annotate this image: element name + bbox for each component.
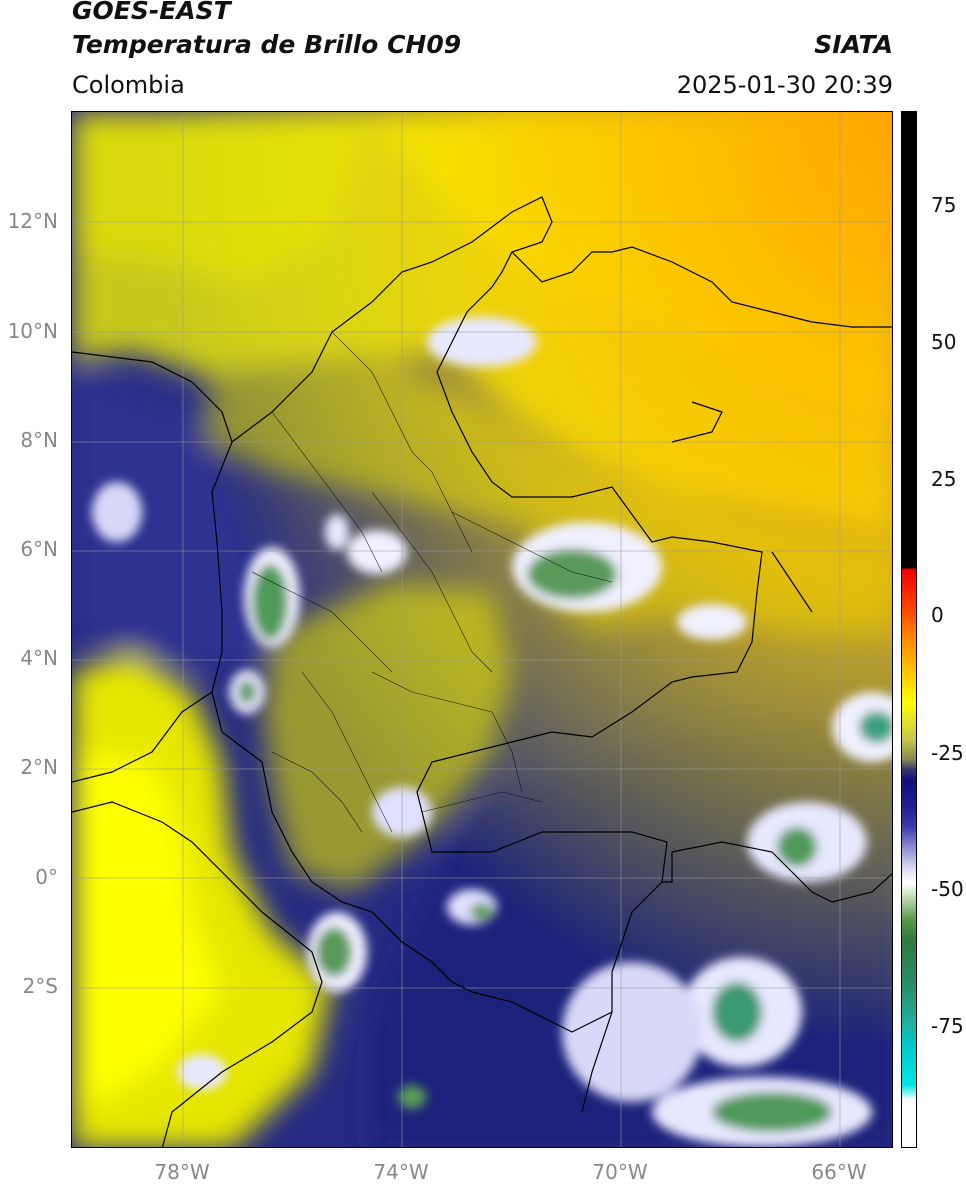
lat-label-12n: 12°N (7, 209, 58, 233)
colorbar-tick-50: 50 (931, 330, 957, 354)
colorbar-tick-minus50: -50 (931, 877, 964, 901)
lon-label-66w: 66°W (811, 1160, 867, 1184)
lat-label-8n: 8°N (20, 428, 58, 452)
lat-label-2n: 2°N (20, 755, 58, 779)
satellite-title: GOES-EAST (72, 0, 231, 25)
brand-label: SIATA (814, 30, 893, 59)
lat-label-6n: 6°N (20, 537, 58, 561)
lon-label-74w: 74°W (373, 1160, 429, 1184)
temperature-colorbar (901, 111, 917, 1148)
colorbar-tick-75: 75 (931, 193, 957, 217)
lat-label-10n: 10°N (7, 319, 58, 343)
colorbar-tick-0: 0 (931, 603, 944, 627)
lat-label-4n: 4°N (20, 646, 58, 670)
datetime-label: 2025-01-30 20:39 (676, 71, 893, 99)
region-label: Colombia (72, 71, 185, 99)
lat-label-2s: 2°S (22, 974, 58, 998)
colorbar-tick-minus75: -75 (931, 1014, 964, 1038)
lat-label-equator: 0° (35, 865, 58, 889)
colorbar-tick-minus25: -25 (931, 741, 964, 765)
colorbar-tick-25: 25 (931, 467, 957, 491)
lon-label-78w: 78°W (154, 1160, 210, 1184)
brightness-temperature-map (71, 111, 893, 1148)
lon-label-70w: 70°W (592, 1160, 648, 1184)
product-title: Temperatura de Brillo CH09 (72, 30, 462, 59)
